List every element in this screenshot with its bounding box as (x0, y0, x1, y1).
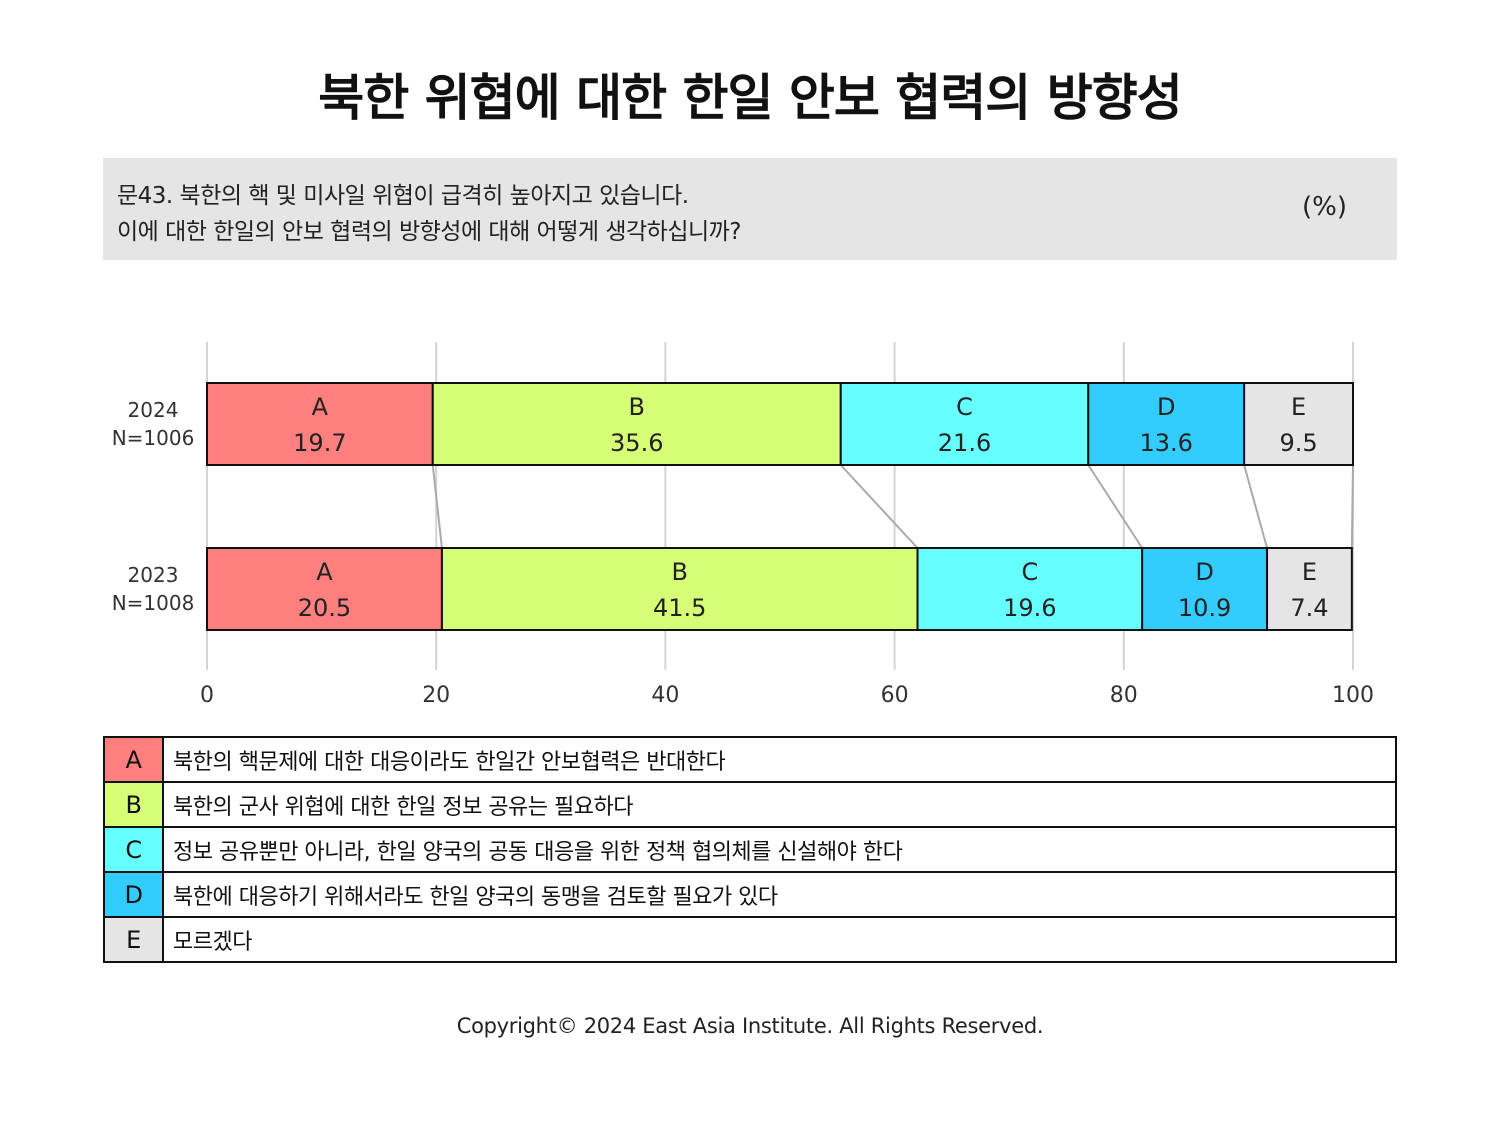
legend-text-E: 모르겠다 (162, 916, 1397, 963)
legend-key-A: A (103, 736, 164, 783)
bar-series-label-D-0: D (1157, 393, 1175, 421)
stacked-bar-chart: 0 20 40 60 80 100 2024 N=1006 A 19.7 B 35.6 C 21.6 D 13… (112, 342, 1374, 708)
bar-series-label-E-0: E (1291, 393, 1306, 421)
x-tick-label-80: 80 (1110, 683, 1138, 708)
connector-line-1 (431, 464, 443, 549)
legend-key-C: C (103, 826, 164, 873)
legend-text-B: 북한의 군사 위협에 대한 한일 정보 공유는 필요하다 (162, 781, 1397, 828)
category-label-1-1: N=1008 (112, 591, 195, 615)
page-title: 북한 위협에 대한 한일 안보 협력의 방향성 (318, 69, 1182, 127)
legend-text-D: 북한에 대응하기 위해서라도 한일 양국의 동맹을 검토할 필요가 있다 (162, 871, 1397, 918)
legend-key-E: E (103, 916, 164, 963)
x-tick-label-60: 60 (881, 683, 909, 708)
bar-value-label-E-1: 7.4 (1290, 594, 1328, 622)
x-tick-label-20: 20 (422, 683, 450, 708)
connector-line-3 (1087, 464, 1143, 549)
bar-value-label-B-1: 41.5 (653, 594, 706, 622)
question-box: 문43. 북한의 핵 및 미사일 위협이 급격히 높아지고 있습니다. 이에 대… (103, 158, 1397, 260)
unit-label: (%) (1302, 192, 1347, 222)
bar-value-label-A-0: 19.7 (293, 429, 346, 457)
connector-line-2 (840, 464, 919, 549)
bar-D-1 (1141, 547, 1269, 631)
category-label-1-0: 2023 (128, 563, 179, 587)
legend-text-C: 정보 공유뿐만 아니라, 한일 양국의 공동 대응을 위한 정책 협의체를 신설… (162, 826, 1397, 873)
legend-row: B 북한의 군사 위협에 대한 한일 정보 공유는 필요하다 (103, 781, 1397, 828)
bar-series-label-D-1: D (1195, 558, 1213, 586)
bar-A-1 (206, 547, 443, 631)
question-line-2: 이에 대한 한일의 안보 협력의 방향성에 대해 어떻게 생각하십니까? (117, 219, 742, 245)
copyright: Copyright© 2024 East Asia Institute. All… (456, 1014, 1044, 1038)
legend-row: C 정보 공유뿐만 아니라, 한일 양국의 공동 대응을 위한 정책 협의체를 신… (103, 826, 1397, 873)
bar-value-label-E-0: 9.5 (1279, 429, 1317, 457)
bar-series-label-A-1: A (316, 558, 333, 586)
bar-series-label-C-0: C (956, 393, 973, 421)
x-tick-label-40: 40 (651, 683, 679, 708)
connector-line-5 (1350, 464, 1354, 549)
bar-C-1 (916, 547, 1144, 631)
x-tick-label-0: 0 (200, 683, 214, 708)
bar-value-label-D-0: 13.6 (1139, 429, 1192, 457)
bar-series-label-B-0: B (629, 393, 645, 421)
connector-line-4 (1243, 464, 1269, 549)
legend-text-A: 북한의 핵문제에 대한 대응이라도 한일간 안보협력은 반대한다 (162, 736, 1397, 783)
legend-key-D: D (103, 871, 164, 918)
bar-B-1 (440, 547, 919, 631)
legend-row: E 모르겠다 (103, 916, 1397, 963)
bar-series-label-A-0: A (312, 393, 329, 421)
legend-table: A 북한의 핵문제에 대한 대응이라도 한일간 안보협력은 반대한다 B 북한의 군사… (103, 736, 1397, 963)
bar-value-label-C-1: 19.6 (1003, 594, 1056, 622)
bar-E-0 (1243, 382, 1355, 466)
legend-row: A 북한의 핵문제에 대한 대응이라도 한일간 안보협력은 반대한다 (103, 736, 1397, 783)
bar-series-label-B-1: B (671, 558, 687, 586)
question-line-1: 문43. 북한의 핵 및 미사일 위협이 급격히 높아지고 있습니다. (117, 183, 689, 209)
bar-value-label-B-0: 35.6 (610, 429, 663, 457)
bar-E-1 (1266, 547, 1353, 631)
bar-value-label-C-0: 21.6 (938, 429, 991, 457)
bar-A-0 (206, 382, 434, 466)
category-label-0-1: N=1006 (112, 426, 195, 450)
x-tick-label-100: 100 (1332, 683, 1374, 708)
bar-value-label-A-1: 20.5 (298, 594, 351, 622)
bar-value-label-D-1: 10.9 (1178, 594, 1231, 622)
bar-D-0 (1087, 382, 1246, 466)
legend-key-B: B (103, 781, 164, 828)
category-label-0-0: 2024 (128, 398, 179, 422)
bar-series-label-E-1: E (1302, 558, 1317, 586)
bar-series-label-C-1: C (1021, 558, 1038, 586)
legend-row: D 북한에 대응하기 위해서라도 한일 양국의 동맹을 검토할 필요가 있다 (103, 871, 1397, 918)
